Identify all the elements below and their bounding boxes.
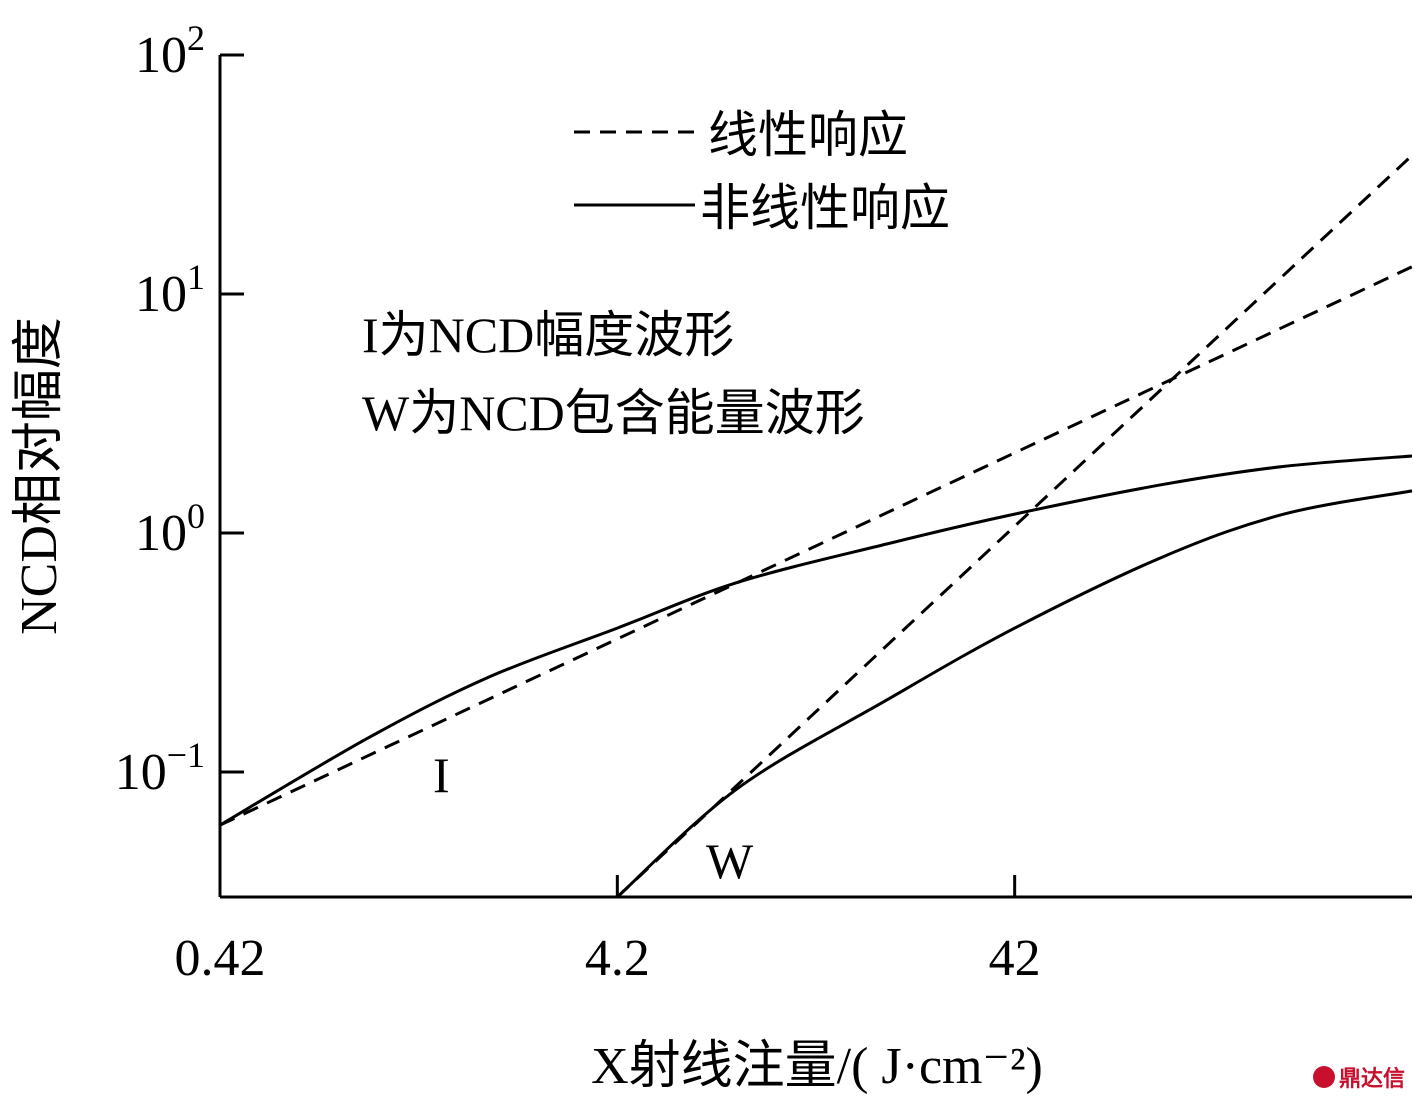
- x-tick-label: 0.42: [175, 930, 266, 987]
- axes: [218, 55, 1412, 899]
- y-tick-label: 10−1: [115, 735, 205, 801]
- y-tick-label: 102: [135, 18, 205, 84]
- series-lines: [219, 154, 1413, 899]
- y-tick-label: 100: [135, 496, 205, 562]
- ticks: 0.42 4.2 42 10−1 100 101 102: [115, 18, 1041, 987]
- annotation-i-desc: I为NCD幅度波形: [362, 307, 734, 363]
- legend-label-nonlinear: 非线性响应: [700, 180, 950, 236]
- series-I-solid-line: [219, 454, 1413, 827]
- legend-label-linear: 线性响应: [708, 107, 908, 163]
- y-tick-label: 101: [135, 257, 205, 323]
- series-W-solid-line: [616, 489, 1413, 899]
- annotation-w-desc: W为NCD包含能量波形: [362, 385, 865, 441]
- y-axis-title: NCD相对幅度: [11, 317, 68, 635]
- x-axis-title: X射线注量/( J·cm⁻²): [591, 1038, 1043, 1095]
- watermark-text: 鼎达信: [1338, 1067, 1405, 1092]
- watermark: 鼎达信: [1312, 1061, 1405, 1093]
- x-tick-label: 4.2: [585, 930, 650, 987]
- series-I-dashed-line: [219, 265, 1413, 827]
- curve-label-i: I: [433, 747, 450, 803]
- series-W-dashed-line: [616, 154, 1413, 899]
- x-tick-label: 42: [989, 930, 1041, 987]
- watermark-logo-icon: [1312, 1066, 1335, 1088]
- curve-label-w: W: [706, 833, 754, 889]
